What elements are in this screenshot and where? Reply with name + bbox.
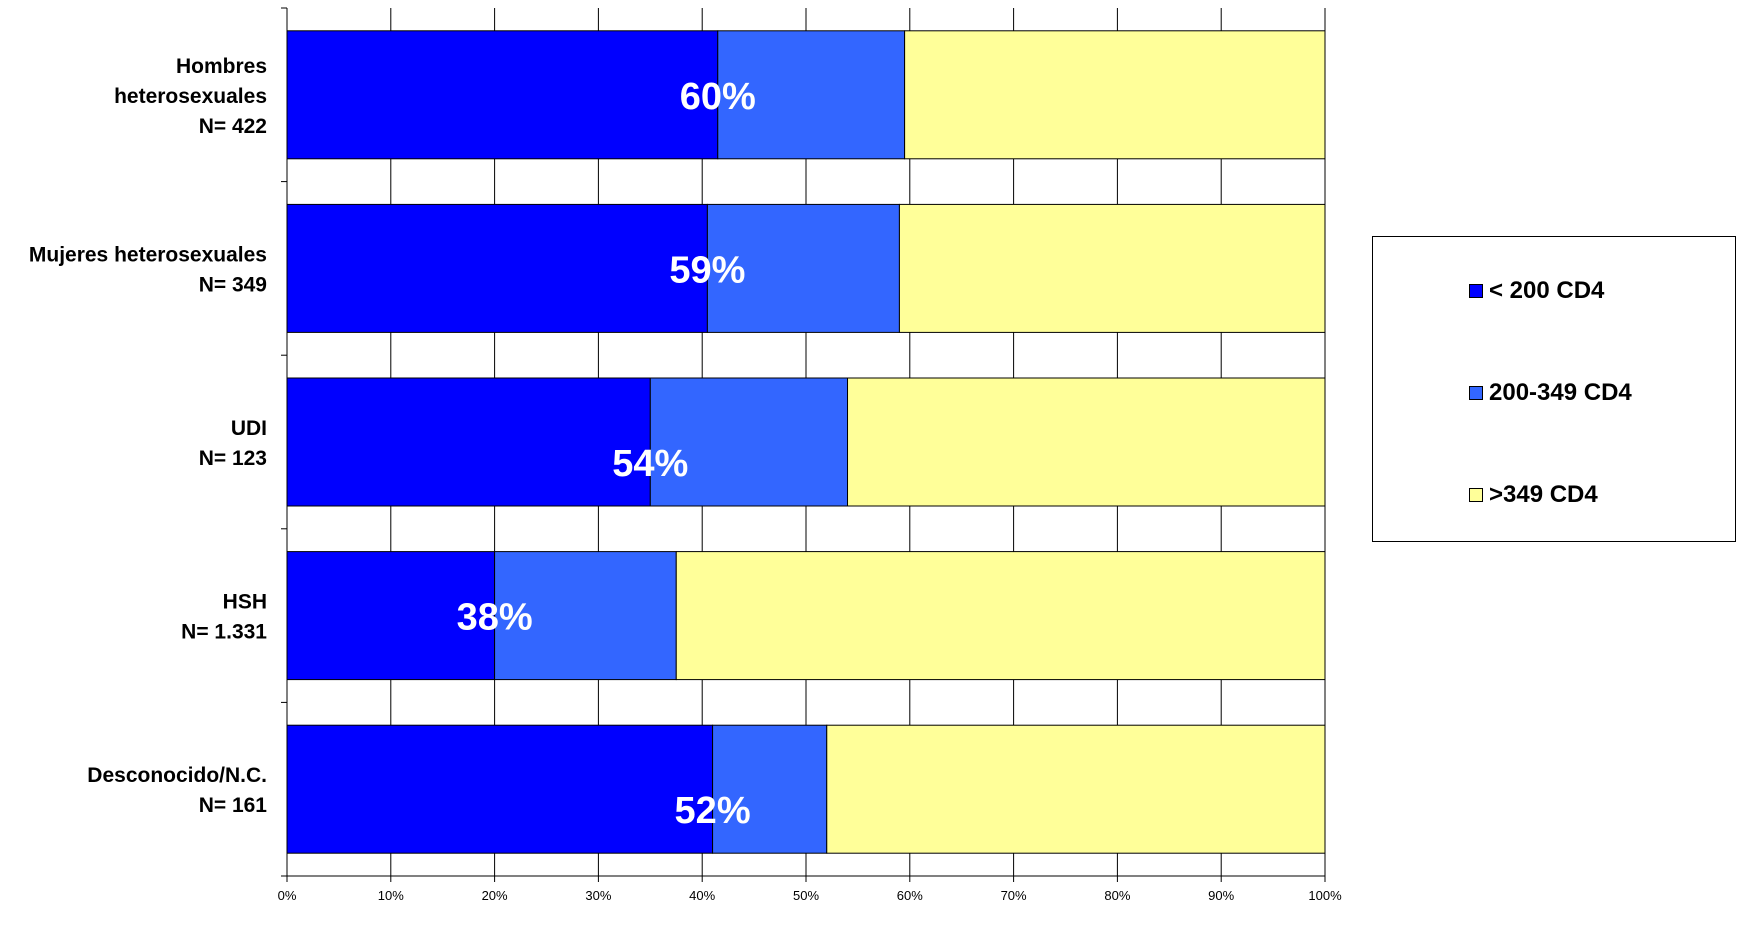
legend-swatch-200-349 [1469, 386, 1483, 400]
bar-segment [898, 203, 1326, 333]
x-tick-label: 80% [1104, 888, 1130, 903]
data-label: 54% [612, 443, 688, 485]
bar-segment [847, 377, 1326, 507]
category-label-line: N= 161 [199, 794, 268, 817]
bar-segment [649, 377, 849, 507]
bar-segment [712, 724, 828, 854]
bar-segment [494, 551, 677, 681]
bar-segment [286, 30, 719, 160]
bar-segment [286, 724, 714, 854]
category-label-line: heterosexuales [114, 85, 267, 108]
legend-item-lt200: < 200 CD4 [1469, 277, 1604, 305]
bar-segment [706, 203, 900, 333]
category-label-line: UDI [231, 417, 267, 440]
legend: < 200 CD4 200-349 CD4 >349 CD4 [1372, 236, 1736, 542]
x-tick-label: 90% [1208, 888, 1234, 903]
legend-label-lt200: < 200 CD4 [1489, 277, 1605, 304]
legend-swatch-lt200 [1469, 284, 1483, 298]
x-tick-label: 10% [378, 888, 404, 903]
category-label-line: N= 349 [199, 273, 267, 296]
category-label-line: Mujeres heterosexuales [29, 243, 267, 266]
category-label: Desconocido/N.C. N= 161 [87, 764, 267, 817]
data-label: 60% [680, 76, 756, 118]
x-tick-label: 70% [1001, 888, 1027, 903]
data-label: 52% [675, 790, 751, 832]
bar-segment [826, 724, 1326, 854]
category-label-line: N= 1.331 [181, 621, 267, 644]
category-label-line: Desconocido/N.C. [87, 764, 267, 787]
x-tick-label: 30% [585, 888, 611, 903]
category-label: Mujeres heterosexuales N= 349 [29, 243, 267, 296]
data-label: 59% [669, 249, 745, 291]
legend-swatch-gt349 [1469, 488, 1483, 502]
x-tick-label: 60% [897, 888, 923, 903]
x-tick-label: 50% [793, 888, 819, 903]
legend-item-gt349: >349 CD4 [1469, 481, 1598, 509]
category-label-line: Hombres [176, 55, 267, 78]
data-label: 38% [457, 597, 533, 639]
category-label-line: N= 422 [199, 115, 267, 138]
x-tick-label: 40% [689, 888, 715, 903]
category-label: UDI N= 123 [199, 417, 267, 470]
legend-item-200-349: 200-349 CD4 [1469, 379, 1632, 407]
bar-segment [286, 203, 708, 333]
bar-segment [675, 551, 1326, 681]
legend-label-200-349: 200-349 CD4 [1489, 379, 1632, 406]
bar-segment [717, 30, 906, 160]
legend-label-gt349: >349 CD4 [1489, 481, 1598, 508]
category-label-line: HSH [223, 591, 267, 614]
category-label-line: N= 123 [199, 447, 267, 470]
bar-segment [286, 551, 496, 681]
x-tick-label: 20% [482, 888, 508, 903]
category-label: HSH N= 1.331 [181, 591, 267, 644]
category-label: Hombres heterosexuales N= 422 [114, 55, 267, 138]
x-tick-label: 0% [278, 888, 297, 903]
x-tick-label: 100% [1308, 888, 1342, 903]
bar-segment [904, 30, 1326, 160]
bar-segment [286, 377, 651, 507]
